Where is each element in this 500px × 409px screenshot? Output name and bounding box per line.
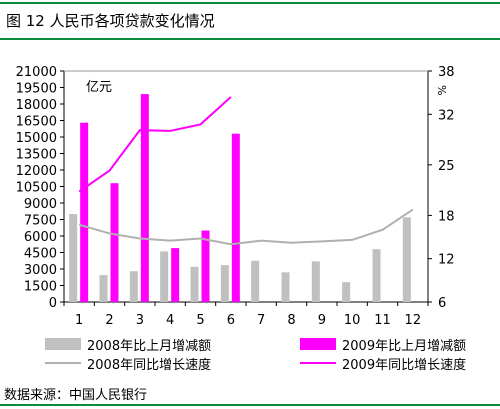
left-tick-label: 15000 bbox=[16, 131, 57, 146]
left-tick-label: 3000 bbox=[24, 263, 57, 278]
legend-swatch-2009-bar bbox=[300, 338, 336, 350]
right-unit-label: % bbox=[435, 85, 448, 95]
bar-2008 bbox=[311, 261, 320, 302]
bar-2008 bbox=[190, 266, 199, 302]
x-tick-label: 2 bbox=[105, 313, 113, 328]
x-tick-label: 12 bbox=[405, 313, 422, 328]
left-tick-label: 13500 bbox=[16, 148, 57, 163]
line-2008-growth bbox=[78, 208, 414, 246]
x-tick-label: 4 bbox=[166, 313, 174, 328]
bar-2009 bbox=[80, 122, 89, 302]
x-tick-label: 3 bbox=[136, 313, 144, 328]
left-tick-label: 16500 bbox=[16, 115, 57, 130]
bottom-rule bbox=[0, 404, 500, 406]
bar-2008 bbox=[99, 275, 108, 302]
legend-label-2009-line: 2009年同比增长速度 bbox=[342, 357, 466, 373]
bar-2008 bbox=[69, 214, 78, 302]
line-2009-growth bbox=[78, 96, 232, 193]
bar-2008 bbox=[372, 249, 381, 302]
left-tick-label: 0 bbox=[49, 296, 57, 311]
bar-2009 bbox=[110, 183, 119, 302]
left-tick-label: 4500 bbox=[24, 247, 57, 262]
top-rule bbox=[0, 2, 500, 4]
figure-title: 图 12 人民币各项贷款变化情况 bbox=[6, 12, 215, 30]
bar-2009 bbox=[171, 248, 180, 302]
left-tick-label: 18000 bbox=[16, 98, 57, 113]
right-tick-label: 32 bbox=[438, 108, 455, 123]
x-tick-label: 7 bbox=[257, 313, 265, 328]
left-tick-label: 1500 bbox=[24, 280, 57, 295]
legend-label-2008-line: 2008年同比增长速度 bbox=[87, 357, 211, 373]
bar-2009 bbox=[231, 133, 240, 302]
right-tick-label: 6 bbox=[438, 296, 446, 311]
bar-2008 bbox=[220, 265, 229, 302]
right-tick-label: 12 bbox=[438, 253, 455, 268]
left-tick-label: 21000 bbox=[16, 65, 57, 80]
left-tick-label: 7500 bbox=[24, 214, 57, 229]
bar-2008 bbox=[402, 217, 411, 302]
bar-2009 bbox=[140, 94, 149, 302]
x-tick-label: 8 bbox=[287, 313, 295, 328]
x-tick-label: 10 bbox=[344, 313, 361, 328]
bar-2008 bbox=[160, 251, 169, 302]
x-tick-label: 1 bbox=[75, 313, 83, 328]
x-tick-label: 11 bbox=[374, 313, 391, 328]
left-tick-label: 6000 bbox=[24, 230, 57, 245]
bar-2009 bbox=[201, 230, 210, 302]
bar-2008 bbox=[129, 271, 138, 302]
x-tick-label: 6 bbox=[227, 313, 235, 328]
data-source: 数据来源：中国人民银行 bbox=[4, 388, 148, 403]
left-tick-label: 19500 bbox=[16, 82, 57, 97]
bar-2008 bbox=[342, 282, 351, 302]
x-tick-label: 9 bbox=[318, 313, 326, 328]
legend-swatch-2008-bar bbox=[45, 338, 81, 350]
title-rule bbox=[0, 38, 500, 40]
right-tick-label: 25 bbox=[438, 159, 455, 174]
left-tick-label: 12000 bbox=[16, 164, 57, 179]
left-tick-label: 9000 bbox=[24, 197, 57, 212]
bar-2008 bbox=[251, 260, 260, 302]
left-unit-label: 亿元 bbox=[86, 80, 112, 95]
right-tick-label: 38 bbox=[438, 65, 455, 80]
x-tick-label: 5 bbox=[196, 313, 204, 328]
left-tick-label: 10500 bbox=[16, 181, 57, 196]
legend-label-2009-bar: 2009年比上月增减额 bbox=[342, 339, 466, 354]
bar-2008 bbox=[281, 272, 290, 302]
right-tick-label: 18 bbox=[438, 209, 455, 224]
legend-label-2008-bar: 2008年比上月增减额 bbox=[87, 339, 211, 354]
